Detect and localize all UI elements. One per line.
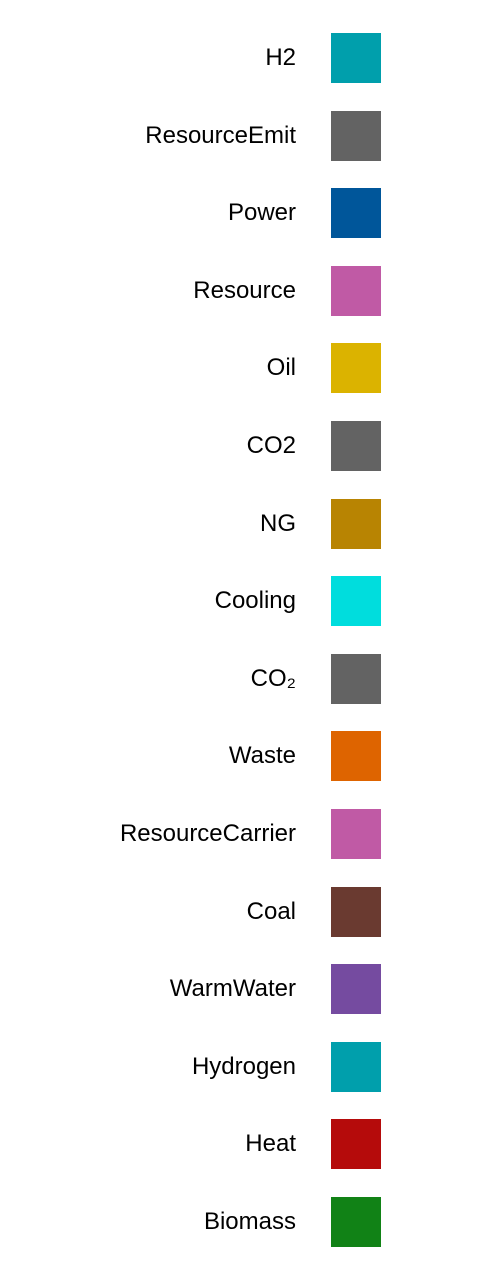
legend-label: Oil: [266, 354, 296, 381]
legend-swatch: [331, 576, 381, 626]
legend-label: CO2: [246, 432, 296, 459]
legend-swatch: [331, 809, 381, 859]
legend-swatch: [331, 1197, 381, 1247]
legend-label: ResourceEmit: [145, 122, 296, 149]
legend-item: WarmWater: [0, 963, 500, 1015]
legend-swatch: [331, 964, 381, 1014]
legend-label: Waste: [228, 742, 296, 769]
legend-item: Power: [0, 187, 500, 239]
legend-swatch: [331, 887, 381, 937]
legend-swatch: [331, 499, 381, 549]
legend-swatch: [331, 33, 381, 83]
legend-swatch: [331, 1119, 381, 1169]
legend-item: ResourceCarrier: [0, 808, 500, 860]
legend-item: Biomass: [0, 1196, 500, 1248]
legend-label: Coal: [246, 898, 296, 925]
legend-label: H2: [265, 44, 296, 71]
legend-item: Heat: [0, 1118, 500, 1170]
legend-swatch: [331, 1042, 381, 1092]
legend-item: CO2: [0, 420, 500, 472]
legend-swatch: [331, 343, 381, 393]
legend-label: Resource: [193, 277, 296, 304]
legend-label: Heat: [245, 1130, 296, 1157]
legend-swatch: [331, 731, 381, 781]
legend-swatch: [331, 654, 381, 704]
legend-swatch: [331, 188, 381, 238]
legend-label: Hydrogen: [191, 1053, 296, 1080]
legend-item: NG: [0, 498, 500, 550]
legend-item: Cooling: [0, 575, 500, 627]
legend-item: Coal: [0, 886, 500, 938]
legend-label: ResourceCarrier: [119, 820, 296, 847]
legend-label: NG: [260, 510, 296, 537]
legend-label: WarmWater: [169, 975, 296, 1002]
legend-label: Power: [227, 199, 296, 226]
legend-swatch: [331, 421, 381, 471]
legend-item: CO₂: [0, 653, 500, 705]
legend-swatch: [331, 266, 381, 316]
legend-item: Waste: [0, 730, 500, 782]
legend-item: H2: [0, 32, 500, 84]
legend-item: Resource: [0, 265, 500, 317]
legend-item: Oil: [0, 342, 500, 394]
legend-swatch: [331, 111, 381, 161]
legend-label: Cooling: [214, 587, 296, 614]
legend-label: CO₂: [250, 665, 296, 692]
legend-item: ResourceEmit: [0, 110, 500, 162]
legend-item: Hydrogen: [0, 1041, 500, 1093]
legend-label: Biomass: [203, 1208, 296, 1235]
